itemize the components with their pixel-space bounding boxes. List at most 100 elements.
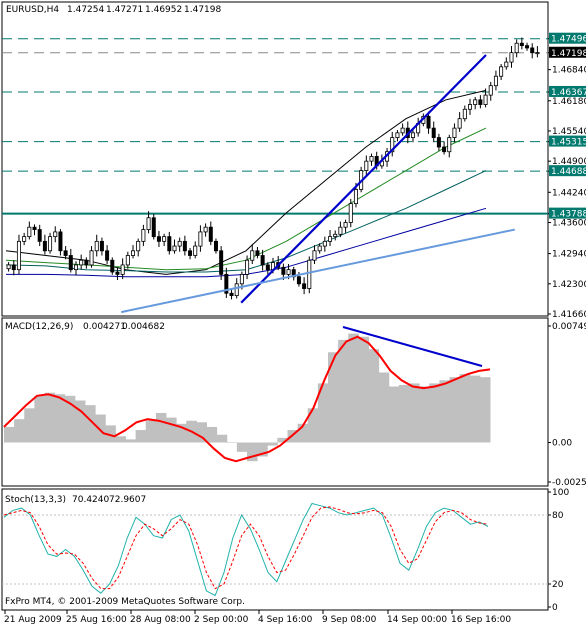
ohlc-header-value: 1.47254 [67,5,104,15]
macd-histogram-bar [469,375,481,443]
macd-histogram-bar [4,426,15,443]
macd-histogram-bar [85,405,96,443]
candle-body [535,52,540,55]
candle-body [328,236,333,242]
trendline [240,54,487,304]
macd-histogram-bar [14,419,25,443]
candle-body [27,226,32,238]
macd-histogram-bar [44,392,56,443]
macd-histogram-bar [206,426,218,443]
candle-body [115,271,120,275]
price-tag-label: 1.47198 [551,49,586,59]
candle-body [177,240,182,247]
macd-histogram-bar [419,386,430,443]
macd-histogram-bar [348,333,359,443]
price-y-tick-label: 1.42940 [552,250,586,260]
candle-body [219,250,224,275]
candle-body [468,104,473,110]
candle-body [208,226,213,242]
candle-body [255,250,260,256]
macd-histogram-bar [74,400,86,443]
candle-body [452,127,457,138]
candle-body [42,240,47,252]
macd-histogram-bar [429,383,440,443]
macd-histogram-bar [287,430,299,443]
macd-histogram-bar [135,430,147,443]
candle-body [302,283,307,289]
macd-histogram-bar [125,439,137,443]
price-tag-label: 1.44688 [551,167,586,177]
stoch-header-value: 70.4240 [72,495,109,505]
macd-histogram-bar [105,425,116,443]
price-tag [549,135,586,147]
price-chart-title: EURUSD,H4 [6,5,59,15]
macd-histogram-bar [166,417,177,443]
candle-body [281,266,286,275]
candle-body [156,236,161,242]
candle-body [125,255,130,266]
macd-histogram-bar [307,408,319,443]
ohlc-header-value: 1.46952 [145,5,182,15]
macd-signal-line [3,335,491,463]
candle-body [514,42,519,54]
candle-body [229,292,234,297]
macd-histogram-bar [479,377,491,443]
x-axis-label: 14 Sep 00:00 [387,615,447,624]
ohlc-header-value: 1.47271 [106,5,143,15]
x-axis-label: 25 Aug 16:00 [66,615,127,624]
candle-body [499,66,504,77]
candle-body [431,127,436,138]
macd-histogram-bar [358,336,369,443]
candle-body [473,99,478,105]
candle-body [37,229,42,242]
candle-body [68,255,73,271]
stoch-panel-frame [1,488,549,611]
candle-body [6,264,11,270]
stoch-title: Stoch(13,3,3) [5,495,66,505]
macd-histogram-bar [378,372,390,443]
macd-y-tick-label: 0.00 [552,438,572,448]
price-tag [549,207,586,219]
candle-body [22,236,27,242]
price-tag-label: 1.43788 [551,210,586,220]
candle-body [296,276,301,285]
candle-body [395,132,400,138]
candle-body [193,245,198,256]
x-axis-label: 2 Sep 00:00 [194,615,249,624]
candle-body [172,245,177,252]
price-tag-label: 1.45315 [551,138,586,148]
x-axis-label: 28 Aug 08:00 [130,615,191,624]
candle-body [353,189,358,205]
x-axis-label: 16 Sep 16:00 [451,615,511,624]
macd-histogram-bar [398,384,410,443]
stoch-y-tick-label: 20 [552,580,564,590]
candle-body [79,259,84,266]
candle-body [136,240,141,252]
candle-body [483,94,488,105]
candle-body [338,226,343,235]
candle-body [162,236,167,242]
macd-histogram-bar [257,442,268,457]
candle-body [234,283,239,297]
macd-histogram-bar [317,383,329,443]
macd-header-value: 0.004271 [83,322,126,332]
price-y-tick-label: 1.46840 [552,66,586,76]
macd-histogram-bar [145,420,157,443]
candle-body [260,255,265,266]
price-y-tick-label: 1.43600 [552,218,586,228]
copyright-text: FxPro MT4, © 2001-2009 MetaQuotes Softwa… [5,597,245,607]
trendline [120,228,516,314]
candle-body [317,245,322,252]
macd-histogram-bar [439,380,450,443]
candle-body [58,231,63,252]
macd-histogram-bar [176,423,187,443]
candle-body [364,160,369,171]
candle-body [312,250,317,261]
candle-body [250,250,255,261]
candle-body [188,250,193,256]
candle-body [504,61,509,68]
candle-body [447,137,452,153]
macd-histogram-bar [54,394,66,443]
candle-body [286,269,291,275]
